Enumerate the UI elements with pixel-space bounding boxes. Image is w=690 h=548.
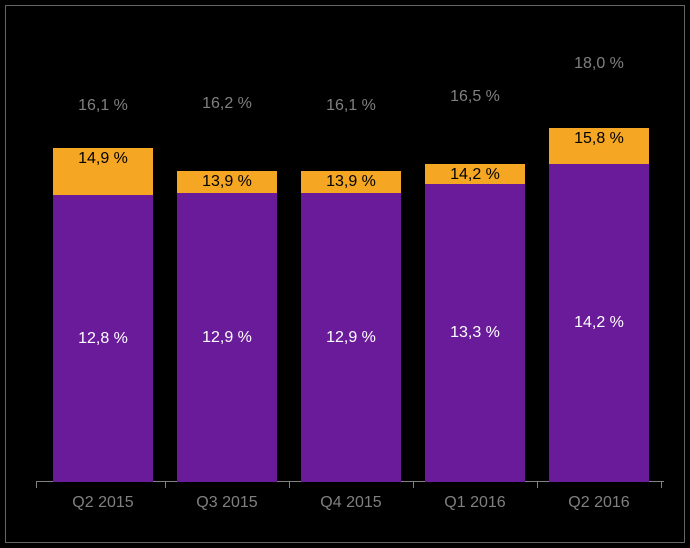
- axis-tick: [537, 482, 538, 488]
- bar-total-label: 16,2 %: [202, 95, 252, 113]
- bar-value-middle: 14,9 %: [78, 150, 128, 168]
- bar-total-label: 16,5 %: [450, 88, 500, 106]
- x-axis-label: Q2 2016: [568, 494, 629, 512]
- bar-total-label: 16,1 %: [78, 97, 128, 115]
- axis-tick: [165, 482, 166, 488]
- bar-segment-lower: 12,9 %: [177, 193, 277, 482]
- bar-total-label: 18,0 %: [574, 55, 624, 73]
- x-axis-label: Q4 2015: [320, 494, 381, 512]
- bar-value-middle: 13,9 %: [326, 173, 376, 191]
- bar-value-lower: 12,9 %: [202, 329, 252, 347]
- bar-value-middle: 14,2 %: [450, 166, 500, 184]
- bar-total-label: 16,1 %: [326, 97, 376, 115]
- plot-area: 12,8 %14,9 %16,1 %Q2 201512,9 %13,9 %16,…: [36, 36, 664, 482]
- x-axis-label: Q3 2015: [196, 494, 257, 512]
- bar-segment-middle: 13,9 %: [177, 171, 277, 193]
- axis-tick: [661, 482, 662, 488]
- bar-value-middle: 13,9 %: [202, 173, 252, 191]
- bar-segment-lower: 12,8 %: [53, 195, 153, 482]
- bar-value-lower: 14,2 %: [574, 314, 624, 332]
- bar-value-lower: 12,8 %: [78, 330, 128, 348]
- axis-tick: [36, 482, 37, 488]
- axis-tick: [413, 482, 414, 488]
- bar-value-lower: 13,3 %: [450, 324, 500, 342]
- bar-segment-middle: 13,9 %: [301, 171, 401, 193]
- axis-tick: [289, 482, 290, 488]
- bar-segment-middle: 14,9 %: [53, 148, 153, 195]
- bar-segment-middle: 14,2 %: [425, 164, 525, 184]
- bar-value-lower: 12,9 %: [326, 329, 376, 347]
- chart-frame: 12,8 % 14,9 % 16,1 % Q2 2015 12,9 % 13,9 % 16,…: [5, 5, 685, 543]
- x-axis-label: Q1 2016: [444, 494, 505, 512]
- x-axis-label: Q2 2015: [72, 494, 133, 512]
- bar-segment-lower: 13,3 %: [425, 184, 525, 482]
- bar-segment-middle: 15,8 %: [549, 128, 649, 164]
- bar-segment-lower: 12,9 %: [301, 193, 401, 482]
- bar-value-middle: 15,8 %: [574, 130, 624, 148]
- bar-segment-lower: 14,2 %: [549, 164, 649, 482]
